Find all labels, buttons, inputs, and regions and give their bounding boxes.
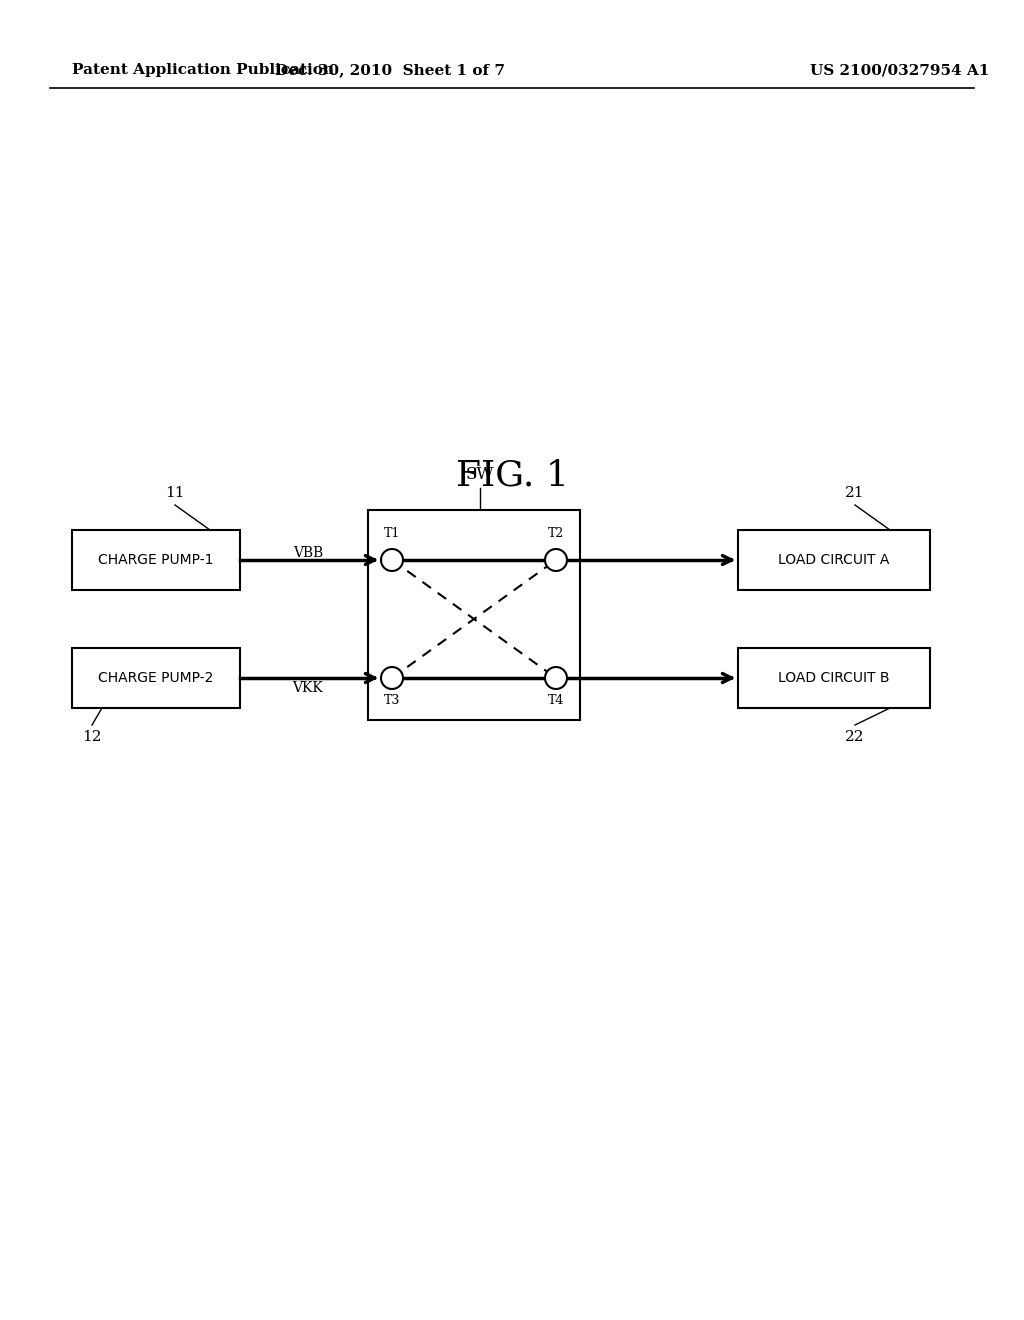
Text: 21: 21 xyxy=(845,486,864,500)
Text: VKK: VKK xyxy=(293,681,324,696)
Polygon shape xyxy=(368,510,580,719)
Circle shape xyxy=(381,549,403,572)
Text: CHARGE PUMP-2: CHARGE PUMP-2 xyxy=(98,671,214,685)
Polygon shape xyxy=(738,531,930,590)
Text: T1: T1 xyxy=(384,527,400,540)
Circle shape xyxy=(545,667,567,689)
Text: LOAD CIRCUIT B: LOAD CIRCUIT B xyxy=(778,671,890,685)
Text: LOAD CIRCUIT A: LOAD CIRCUIT A xyxy=(778,553,890,568)
Text: Dec. 30, 2010  Sheet 1 of 7: Dec. 30, 2010 Sheet 1 of 7 xyxy=(275,63,505,77)
Text: US 2100/0327954 A1: US 2100/0327954 A1 xyxy=(810,63,989,77)
Text: 11: 11 xyxy=(165,486,184,500)
Circle shape xyxy=(381,667,403,689)
Text: VBB: VBB xyxy=(293,546,324,560)
Text: T2: T2 xyxy=(548,527,564,540)
Text: 22: 22 xyxy=(845,730,864,744)
Text: 12: 12 xyxy=(82,730,101,744)
Text: T4: T4 xyxy=(548,694,564,708)
Text: T3: T3 xyxy=(384,694,400,708)
Text: Patent Application Publication: Patent Application Publication xyxy=(72,63,334,77)
Polygon shape xyxy=(738,648,930,708)
Text: SW: SW xyxy=(466,466,495,483)
Text: FIG. 1: FIG. 1 xyxy=(456,459,568,492)
Polygon shape xyxy=(72,648,240,708)
Text: CHARGE PUMP-1: CHARGE PUMP-1 xyxy=(98,553,214,568)
Polygon shape xyxy=(72,531,240,590)
Circle shape xyxy=(545,549,567,572)
